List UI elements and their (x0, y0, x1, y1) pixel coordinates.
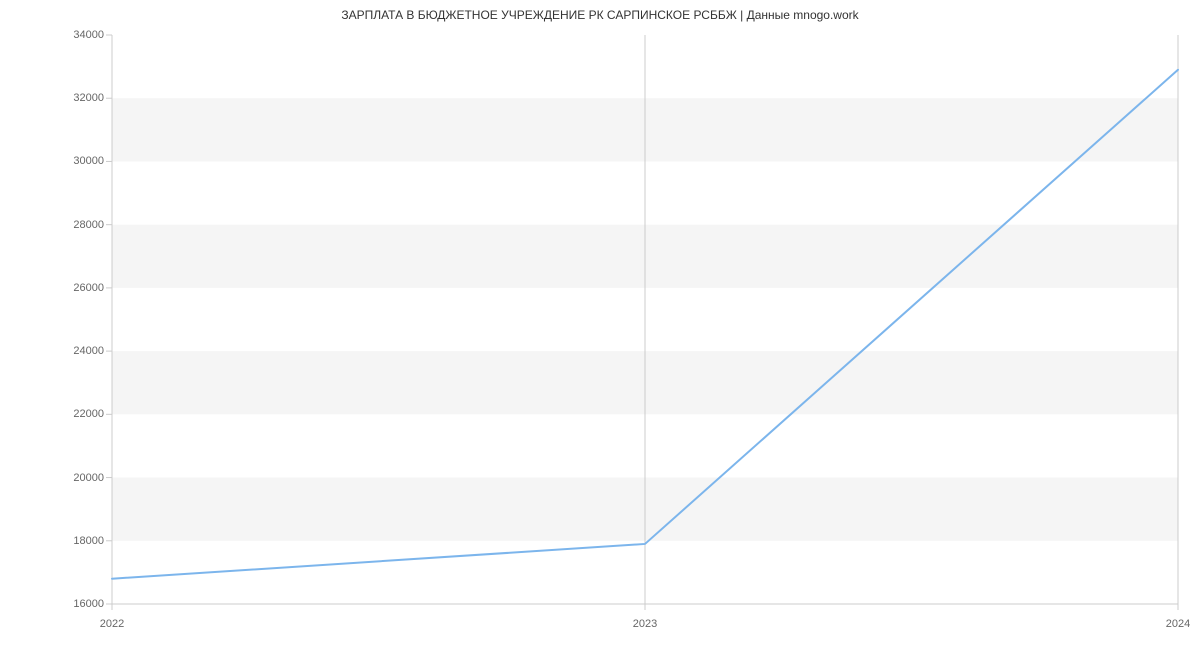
x-tick-label: 2023 (633, 618, 657, 630)
y-tick-label: 18000 (0, 535, 104, 547)
x-tick-label: 2022 (100, 618, 124, 630)
plot-area (112, 35, 1178, 604)
y-tick-label: 24000 (0, 345, 104, 357)
x-tick-label: 2024 (1166, 618, 1190, 630)
chart-title: ЗАРПЛАТА В БЮДЖЕТНОЕ УЧРЕЖДЕНИЕ РК САРПИ… (0, 8, 1200, 22)
y-tick-label: 30000 (0, 155, 104, 167)
y-tick-label: 26000 (0, 282, 104, 294)
y-tick-label: 16000 (0, 598, 104, 610)
y-tick-label: 32000 (0, 92, 104, 104)
y-tick-label: 28000 (0, 219, 104, 231)
y-tick-label: 22000 (0, 408, 104, 420)
plot-svg (112, 35, 1178, 604)
salary-line-chart: ЗАРПЛАТА В БЮДЖЕТНОЕ УЧРЕЖДЕНИЕ РК САРПИ… (0, 0, 1200, 650)
y-tick-label: 34000 (0, 29, 104, 41)
y-tick-label: 20000 (0, 472, 104, 484)
